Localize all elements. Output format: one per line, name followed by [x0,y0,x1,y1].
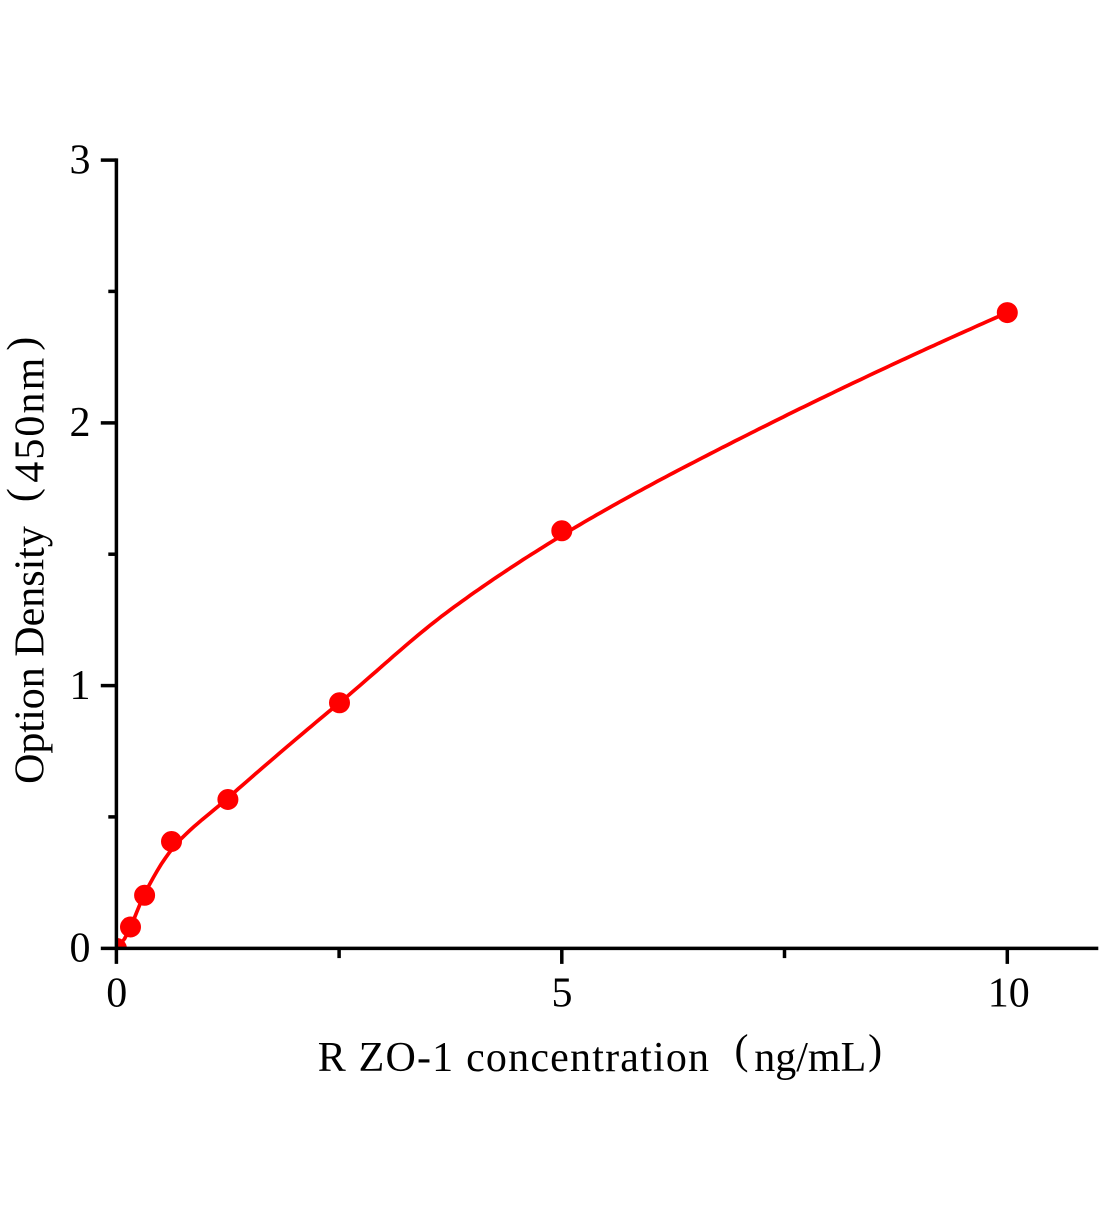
svg-text:3: 3 [70,137,91,183]
svg-text:1: 1 [70,663,91,709]
svg-text:2: 2 [70,400,91,446]
svg-text:10: 10 [988,971,1030,1017]
svg-text:0: 0 [106,971,127,1017]
svg-text:Option Density(450nm): Option Density(450nm) [0,337,54,784]
svg-text:R ZO-1 concentration(ng/mL): R ZO-1 concentration(ng/mL) [318,1028,882,1082]
svg-text:0: 0 [70,926,91,972]
svg-text:5: 5 [552,971,573,1017]
